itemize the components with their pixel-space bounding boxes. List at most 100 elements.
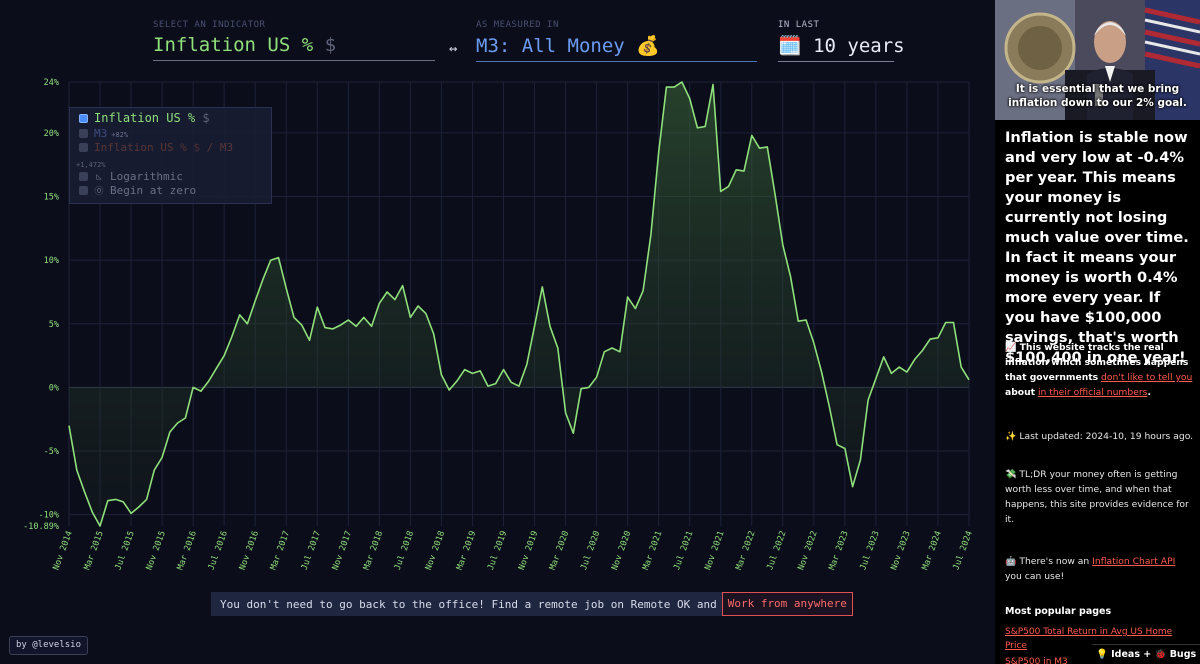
x-tick-label: Nov 2016 [238, 530, 261, 572]
measure-dropdown[interactable]: M3: All Money 💰 [476, 34, 757, 62]
x-tick-label: Nov 2015 [145, 530, 168, 572]
y-tick-label: 5% [49, 320, 59, 330]
zero-icon: ⓪ [94, 187, 104, 197]
x-tick-label: Nov 2019 [517, 530, 540, 572]
x-tick-label: Jul 2019 [486, 530, 509, 572]
x-tick-label: Mar 2023 [827, 530, 850, 572]
y-tick-label: 0% [49, 383, 59, 393]
popular-link-1[interactable]: S&P500 Total Return in Avg US Home Price [1005, 627, 1173, 651]
x-tick-label: Jul 2015 [113, 530, 136, 572]
photo-illustration [995, 0, 1200, 120]
y-min-label: -10.89% [23, 522, 59, 532]
description-mid: about [1005, 387, 1036, 398]
log-scale-icon: ◺ [96, 171, 102, 182]
x-tick-label: Nov 2021 [703, 530, 726, 572]
remote-job-banner: You don't need to go back to the office!… [211, 592, 853, 616]
y-tick-label: 10% [44, 256, 59, 266]
x-tick-label: Jul 2016 [207, 530, 230, 572]
legend-item1-symbol: $ [202, 111, 210, 125]
description-end: . [1147, 387, 1151, 398]
range-selector[interactable]: IN LAST 🗓️ 10 years [778, 20, 905, 62]
inflation-summary: Inflation is stable now and very low at … [1005, 129, 1189, 366]
author-link[interactable]: by @levelsio [9, 636, 89, 655]
photo-caption: It is essential that we bring inflation … [995, 82, 1200, 110]
x-tick-label: Jul 2024 [951, 530, 974, 572]
x-tick-label: Mar 2024 [920, 530, 943, 572]
x-tick-label: Nov 2014 [51, 530, 74, 572]
checkbox-m3[interactable] [79, 129, 88, 138]
x-tick-label: Jul 2017 [300, 530, 323, 572]
range-label: IN LAST [778, 20, 820, 30]
option-log-label: Logarithmic [110, 170, 183, 183]
legend-item-inflation[interactable]: Inflation US % $ [79, 111, 210, 125]
dont-like-link[interactable]: don't like to tell you [1101, 372, 1193, 383]
last-updated: ✨ Last updated: 2024-10, 19 hours ago. [1005, 431, 1194, 442]
ideas-bugs-button[interactable]: 💡 Ideas + 🐞 Bugs [1092, 644, 1200, 664]
x-axis: Nov 2014 Mar 2015 Jul 2015 Nov 2015 Mar 2016… [51, 530, 974, 572]
legend-item3-label: Inflation US % [94, 141, 187, 154]
option-begin-zero[interactable]: ⓪ Begin at zero [79, 184, 196, 197]
x-tick-label: Mar 2019 [455, 530, 478, 572]
popular-link-2[interactable]: S&P500 in M3 [1005, 657, 1068, 664]
dollar-symbol: $ [324, 34, 337, 56]
main-panel: SELECT AN INDICATOR Inflation US % $ ↔ A… [9, 20, 975, 655]
legend-item2-note: +82% [111, 131, 129, 139]
legend-item3-suffix: / M3 [206, 141, 234, 154]
y-axis: 24% 20% 15% 10% 5% 0% -5% -10%-10.89% [23, 78, 59, 532]
x-tick-label: Jul 2020 [579, 530, 602, 572]
inflation-line[interactable] [68, 81, 970, 527]
x-tick-label: Mar 2017 [269, 530, 292, 572]
x-tick-label: Jul 2021 [672, 530, 695, 572]
x-tick-label: Jul 2023 [858, 530, 881, 572]
api-end: you can use! [1005, 571, 1065, 582]
measure-label: AS MEASURED IN [476, 20, 559, 30]
y-tick-label: -10% [39, 511, 59, 521]
x-tick-label: Jul 2018 [393, 530, 416, 572]
indicator-value: Inflation US % [153, 34, 314, 56]
legend-item2-label: M3 [94, 127, 108, 140]
checkbox-inflation[interactable] [79, 113, 88, 123]
description-start: 📈 This website tracks the real inflation… [1005, 342, 1189, 383]
x-tick-label: Mar 2021 [641, 530, 664, 572]
official-numbers-link[interactable]: in their official numbers [1037, 387, 1148, 398]
tldr-text: 💸 TL;DR your money often is getting wort… [1005, 469, 1189, 525]
checkbox-logarithmic[interactable] [79, 172, 88, 181]
x-tick-label: Nov 2017 [331, 530, 354, 572]
y-tick-label: 24% [44, 78, 59, 88]
y-tick-label: -5% [44, 447, 59, 457]
range-dropdown[interactable]: 🗓️ 10 years [778, 34, 905, 62]
legend-item-ratio[interactable]: Inflation US % $ / M3 [79, 141, 233, 154]
work-from-anywhere-button[interactable]: Work from anywhere [721, 592, 853, 616]
api-notice: 🤖 There's now an Inflation Chart API you… [1005, 554, 1195, 584]
y-tick-label: 20% [44, 129, 59, 139]
checkbox-ratio[interactable] [79, 143, 88, 152]
legend-note: +1,472% [76, 161, 106, 169]
x-tick-label: Mar 2015 [82, 530, 105, 572]
legend-item-m3[interactable]: M3 +82% [79, 127, 128, 140]
x-tick-label: Nov 2022 [796, 530, 819, 572]
indicator-selector[interactable]: SELECT AN INDICATOR Inflation US % $ [153, 20, 435, 61]
checkbox-begin-zero[interactable] [79, 186, 88, 195]
chart-legend: Inflation US % $ M3 +82% Inflation US % $… [69, 107, 272, 204]
y-tick-label: 15% [44, 193, 59, 203]
indicator-label: SELECT AN INDICATOR [153, 20, 266, 30]
x-tick-label: Nov 2020 [610, 530, 633, 572]
fed-chair-photo: It is essential that we bring inflation … [995, 0, 1200, 120]
site-description: 📈 This website tracks the real inflation… [1005, 340, 1195, 400]
indicator-dropdown[interactable]: Inflation US % $ [153, 34, 435, 61]
swap-arrow-icon[interactable]: ↔ [449, 41, 458, 57]
popular-pages-title: Most popular pages [1005, 606, 1112, 617]
x-tick-label: Jul 2022 [765, 530, 788, 572]
x-tick-label: Mar 2016 [176, 530, 199, 572]
inflation-api-link[interactable]: Inflation Chart API [1092, 556, 1176, 567]
x-tick-label: Nov 2018 [424, 530, 447, 572]
measure-selector[interactable]: AS MEASURED IN M3: All Money 💰 [476, 20, 757, 62]
banner-text: You don't need to go back to the office!… [220, 597, 717, 611]
option-zero-label: Begin at zero [110, 184, 197, 197]
option-logarithmic[interactable]: ◺ Logarithmic [79, 170, 183, 183]
legend-item3-symbol: $ [193, 141, 200, 154]
x-tick-label: Mar 2022 [734, 530, 757, 572]
inflation-area [69, 82, 969, 526]
api-start: 🤖 There's now an [1005, 556, 1090, 567]
x-tick-label: Nov 2023 [889, 530, 912, 572]
